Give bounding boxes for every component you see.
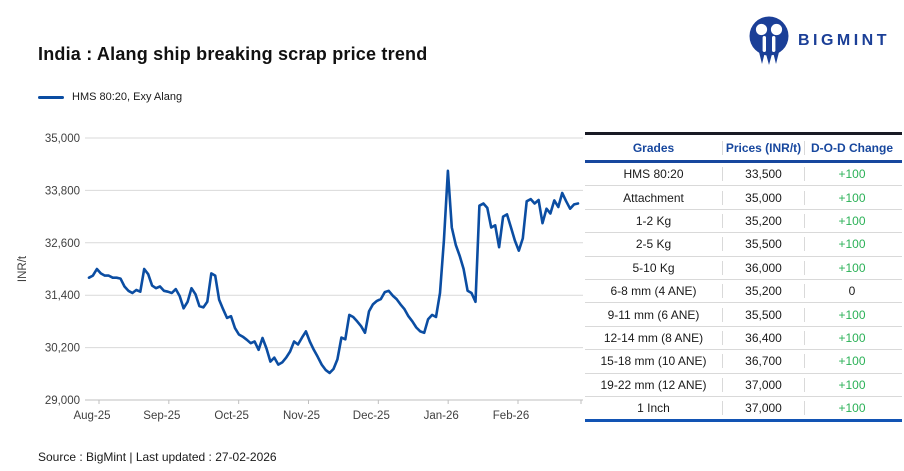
table-row: 6-8 mm (4 ANE) 35,200 0 xyxy=(585,280,902,304)
x-axis-tick-label: Oct-25 xyxy=(214,410,249,422)
price-cell: 36,000 xyxy=(723,260,805,275)
x-axis-tick-label: Feb-26 xyxy=(493,410,529,422)
price-cell: 36,400 xyxy=(723,330,805,345)
y-axis-title: INR/t xyxy=(17,255,29,282)
table-header-grades: Grades xyxy=(585,140,723,155)
table-row: 1-2 Kg 35,200 +100 xyxy=(585,210,902,234)
dod-change-cell: +100 xyxy=(838,401,866,416)
table-row: HMS 80:20 33,500 +100 xyxy=(585,163,902,187)
dod-change-cell: +100 xyxy=(838,260,866,275)
grade-cell: 6-8 mm (4 ANE) xyxy=(585,284,723,299)
y-axis-tick-label: 32,600 xyxy=(45,238,80,250)
table-body: HMS 80:20 33,500 +100 Attachment 35,000 +100 1… xyxy=(585,163,902,419)
price-cell: 35,500 xyxy=(723,307,805,322)
grade-cell: HMS 80:20 xyxy=(585,167,723,182)
x-axis-tick-label: Nov-25 xyxy=(283,410,320,422)
price-cell: 37,000 xyxy=(723,401,805,416)
price-cell: 35,200 xyxy=(723,213,805,228)
dod-change-cell: +100 xyxy=(838,190,866,205)
x-axis-tick-label: Dec-25 xyxy=(353,410,390,422)
grade-cell: 1-2 Kg xyxy=(585,213,723,228)
dod-change-cell: +100 xyxy=(838,354,866,369)
grade-cell: 1 Inch xyxy=(585,401,723,416)
y-axis-tick-label: 29,000 xyxy=(45,395,80,407)
price-cell: 33,500 xyxy=(723,167,805,182)
source-note: Source : BigMint | Last updated : 27-02-… xyxy=(38,450,277,464)
grade-cell: Attachment xyxy=(585,190,723,205)
bigmint-logo-icon xyxy=(749,16,789,65)
grade-cell: 15-18 mm (10 ANE) xyxy=(585,354,723,369)
table-header-row: Grades Prices (INR/t) D-O-D Change xyxy=(585,135,902,163)
table-row: Attachment 35,000 +100 xyxy=(585,186,902,210)
price-cell: 35,000 xyxy=(723,190,805,205)
table-row: 1 Inch 37,000 +100 xyxy=(585,397,902,419)
bigmint-logo: BIGMINT xyxy=(748,14,890,66)
dod-change-cell: +100 xyxy=(838,237,866,252)
legend-label: HMS 80:20, Exy Alang xyxy=(72,91,183,103)
dod-change-cell: +100 xyxy=(838,167,866,182)
table-row: 9-11 mm (6 ANE) 35,500 +100 xyxy=(585,303,902,327)
dod-change-cell: +100 xyxy=(838,213,866,228)
grade-cell: 9-11 mm (6 ANE) xyxy=(585,307,723,322)
y-axis-tick-label: 35,000 xyxy=(45,133,80,145)
line-chart-svg: 35,000 33,800 32,600 31,400 30,200 29,000 INR/… xyxy=(17,133,583,422)
page-title: India : Alang ship breaking scrap price … xyxy=(38,44,428,64)
y-axis-tick-label: 33,800 xyxy=(45,185,80,197)
price-cell: 35,200 xyxy=(723,284,805,299)
table-row: 5-10 Kg 36,000 +100 xyxy=(585,257,902,280)
table-header-dod-change: D-O-D Change xyxy=(811,140,893,155)
table-row: 2-5 Kg 35,500 +100 xyxy=(585,233,902,257)
y-axis-tick-label: 30,200 xyxy=(45,343,80,355)
price-cell: 37,000 xyxy=(723,377,805,392)
x-axis-tick-label: Sep-25 xyxy=(143,410,180,422)
grade-cell: 2-5 Kg xyxy=(585,237,723,252)
table-row: 15-18 mm (10 ANE) 36,700 +100 xyxy=(585,350,902,374)
chart-legend: HMS 80:20, Exy Alang xyxy=(38,91,182,103)
dod-change-cell: +100 xyxy=(838,377,866,392)
grade-cell: 5-10 Kg xyxy=(585,260,723,275)
table-row: 19-22 mm (12 ANE) 37,000 +100 xyxy=(585,374,902,397)
y-axis-tick-label: 31,400 xyxy=(45,290,80,302)
price-cell: 36,700 xyxy=(723,354,805,369)
legend-line-swatch xyxy=(38,95,64,99)
grade-cell: 19-22 mm (12 ANE) xyxy=(585,377,723,392)
x-axis-tick-label: Aug-25 xyxy=(73,410,110,422)
price-trend-chart: 35,000 33,800 32,600 31,400 30,200 29,000 INR/… xyxy=(17,133,583,422)
price-table: Grades Prices (INR/t) D-O-D Change HMS 8… xyxy=(585,132,902,423)
x-axis-tick-label: Jan-26 xyxy=(424,410,459,422)
dod-change-cell: 0 xyxy=(848,284,856,299)
dod-change-cell: +100 xyxy=(838,307,866,322)
table-row: 12-14 mm (8 ANE) 36,400 +100 xyxy=(585,327,902,351)
table-header-prices: Prices (INR/t) xyxy=(723,140,805,155)
price-cell: 35,500 xyxy=(723,237,805,252)
price-line xyxy=(87,169,580,375)
bigmint-logo-text: BIGMINT xyxy=(797,32,890,49)
grade-cell: 12-14 mm (8 ANE) xyxy=(585,330,723,345)
dod-change-cell: +100 xyxy=(838,330,866,345)
